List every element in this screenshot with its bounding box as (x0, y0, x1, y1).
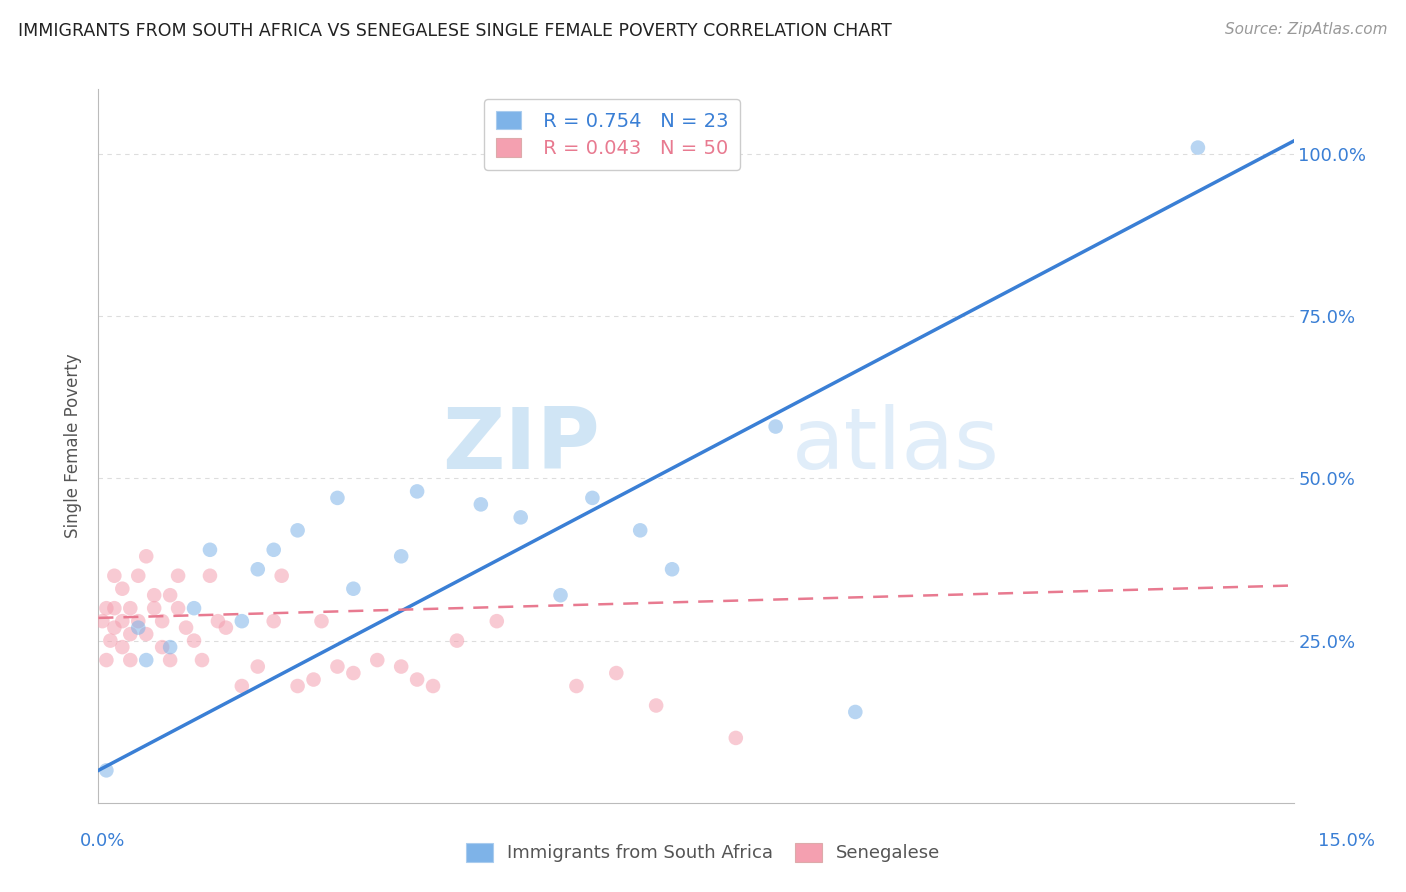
Point (127, 621, 149, 635)
Point (231, 614, 253, 628)
Point (120, 653, 142, 667)
Point (174, 621, 197, 635)
Point (485, 614, 508, 628)
Text: atlas: atlas (792, 404, 1000, 488)
Point (159, 588, 181, 602)
Point (150, 640, 173, 654)
Point (215, 621, 238, 635)
Point (183, 633, 205, 648)
Point (135, 549, 157, 564)
Point (91, 614, 114, 628)
Text: IMMIGRANTS FROM SOUTH AFRICA VS SENEGALESE SINGLE FEMALE POVERTY CORRELATION CHA: IMMIGRANTS FROM SOUTH AFRICA VS SENEGALE… (18, 22, 891, 40)
Point (389, 549, 412, 564)
Point (550, 588, 572, 602)
Point (135, 627, 157, 641)
Point (120, 601, 142, 615)
Point (565, 679, 588, 693)
Point (127, 614, 149, 628)
Point (311, 614, 333, 628)
Point (103, 601, 125, 615)
Point (263, 542, 285, 557)
Point (628, 524, 651, 538)
Point (150, 614, 173, 628)
Point (326, 491, 349, 505)
Point (326, 659, 349, 673)
Point (198, 542, 221, 557)
Point (120, 627, 142, 641)
Text: 15.0%: 15.0% (1319, 831, 1375, 849)
Point (96, 764, 118, 778)
Text: 0.0%: 0.0% (80, 831, 125, 849)
Point (183, 601, 205, 615)
Point (270, 568, 292, 582)
Point (143, 588, 166, 602)
Point (509, 510, 531, 524)
Point (389, 659, 412, 673)
Point (446, 633, 468, 648)
Point (366, 653, 388, 667)
Y-axis label: Single Female Poverty: Single Female Poverty (65, 354, 83, 538)
Point (470, 497, 492, 511)
Text: Source: ZipAtlas.com: Source: ZipAtlas.com (1225, 22, 1388, 37)
Point (167, 568, 190, 582)
Point (302, 673, 325, 687)
Point (111, 614, 134, 628)
Point (98, 633, 122, 648)
Point (127, 568, 149, 582)
Point (844, 705, 866, 719)
Legend: Immigrants from South Africa, Senegalese: Immigrants from South Africa, Senegalese (458, 836, 948, 870)
Point (191, 653, 214, 667)
Point (287, 679, 309, 693)
Point (1187, 140, 1209, 154)
Point (342, 582, 364, 596)
Point (159, 640, 181, 654)
Point (96, 601, 118, 615)
Point (645, 698, 668, 713)
Point (246, 659, 269, 673)
Point (422, 679, 444, 693)
Point (96, 653, 118, 667)
Point (765, 419, 787, 434)
Point (605, 666, 627, 681)
Point (103, 621, 125, 635)
Point (103, 568, 125, 582)
Point (342, 666, 364, 681)
Point (198, 568, 221, 582)
Point (661, 562, 683, 576)
Text: ZIP: ZIP (443, 404, 600, 488)
Point (207, 614, 229, 628)
Legend:  R = 0.754   N = 23,  R = 0.043   N = 50: R = 0.754 N = 23, R = 0.043 N = 50 (485, 99, 740, 169)
Point (581, 491, 603, 505)
Point (724, 731, 747, 745)
Point (111, 640, 134, 654)
Point (231, 679, 253, 693)
Point (263, 614, 285, 628)
Point (143, 601, 166, 615)
Point (167, 601, 190, 615)
Point (159, 653, 181, 667)
Point (287, 524, 309, 538)
Point (406, 484, 429, 499)
Point (246, 562, 269, 576)
Point (111, 582, 134, 596)
Point (135, 653, 157, 667)
Point (406, 673, 429, 687)
